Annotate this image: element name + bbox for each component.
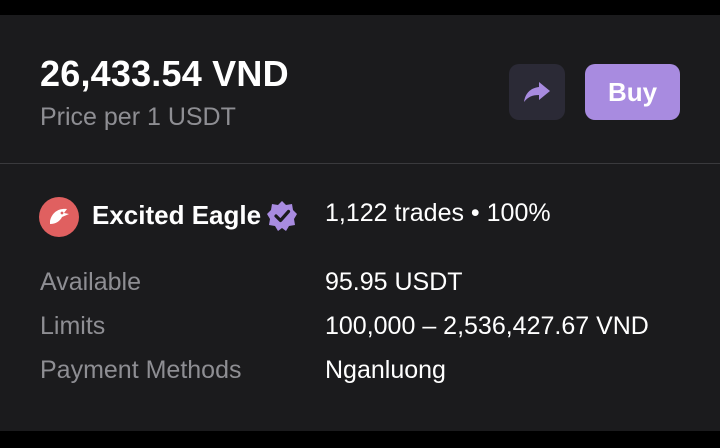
share-arrow-icon — [524, 82, 550, 102]
divider — [0, 163, 720, 164]
share-button[interactable] — [509, 64, 565, 120]
merchant-name[interactable]: Excited Eagle — [92, 200, 262, 230]
offer-card: 26,433.54 VND Price per 1 USDT Buy Excit… — [0, 15, 720, 431]
payment-methods-value: Nganluong — [325, 356, 446, 384]
limits-label: Limits — [40, 312, 106, 340]
available-label: Available — [40, 268, 142, 296]
offer-price: 26,433.54 VND — [40, 53, 289, 94]
payment-methods-label: Payment Methods — [40, 356, 242, 384]
offer-header: 26,433.54 VND Price per 1 USDT Buy — [0, 15, 720, 163]
buy-button[interactable]: Buy — [585, 64, 680, 120]
eagle-avatar-icon — [39, 197, 79, 237]
available-value: 95.95 USDT — [325, 268, 463, 296]
limits-value: 100,000 – 2,536,427.67 VND — [325, 312, 649, 340]
verified-badge-icon — [267, 201, 297, 231]
price-caption: Price per 1 USDT — [40, 103, 236, 131]
merchant-stats: 1,122 trades • 100% — [325, 199, 551, 227]
